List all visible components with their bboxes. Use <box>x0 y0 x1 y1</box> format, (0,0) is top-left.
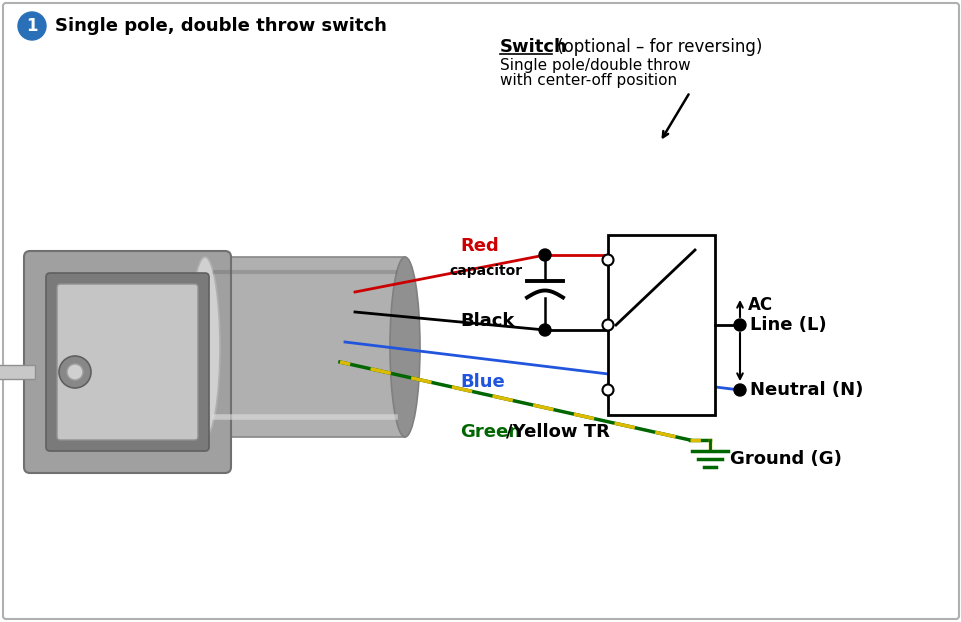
Text: Red: Red <box>459 237 498 255</box>
FancyBboxPatch shape <box>57 284 198 440</box>
Text: (optional – for reversing): (optional – for reversing) <box>552 38 761 56</box>
Bar <box>607 235 714 415</box>
Circle shape <box>67 364 83 380</box>
Ellipse shape <box>190 257 220 437</box>
Ellipse shape <box>389 257 420 437</box>
Text: Neutral (N): Neutral (N) <box>750 381 862 399</box>
Text: Switch: Switch <box>500 38 567 56</box>
Circle shape <box>733 319 745 331</box>
Text: Ground (G): Ground (G) <box>729 450 841 468</box>
Text: Blue: Blue <box>459 373 505 391</box>
Text: Single pole/double throw: Single pole/double throw <box>500 57 690 73</box>
Circle shape <box>18 12 46 40</box>
Text: Green: Green <box>459 423 521 441</box>
Circle shape <box>538 324 551 336</box>
Circle shape <box>59 356 91 388</box>
Text: /Yellow TR: /Yellow TR <box>505 423 609 441</box>
Text: Single pole, double throw switch: Single pole, double throw switch <box>55 17 386 35</box>
Bar <box>0 365 35 379</box>
FancyBboxPatch shape <box>46 273 209 451</box>
Text: Line (L): Line (L) <box>750 316 825 334</box>
FancyBboxPatch shape <box>24 251 231 473</box>
Text: AC: AC <box>748 296 773 314</box>
Text: Black: Black <box>459 312 514 330</box>
Text: with center-off position: with center-off position <box>500 73 677 88</box>
Text: capacitor: capacitor <box>450 264 523 277</box>
Circle shape <box>733 384 745 396</box>
Bar <box>205 257 405 437</box>
Circle shape <box>538 249 551 261</box>
Circle shape <box>602 384 613 396</box>
Text: 1: 1 <box>26 17 37 35</box>
Circle shape <box>602 320 613 330</box>
FancyBboxPatch shape <box>3 3 958 619</box>
Circle shape <box>602 254 613 266</box>
